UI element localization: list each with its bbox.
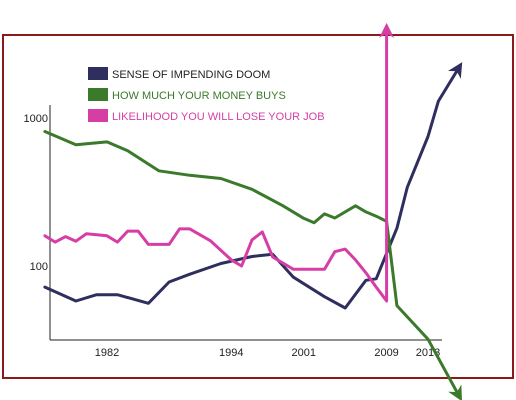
y-tick-label: 1000	[24, 113, 48, 125]
x-tick-label: 2009	[374, 347, 398, 359]
legend-label: HOW MUCH YOUR MONEY BUYS	[112, 90, 286, 102]
legend: SENSE OF IMPENDING DOOM HOW MUCH YOUR MON…	[88, 67, 325, 123]
legend-item-job: LIKELIHOOD YOU WILL LOSE YOUR JOB	[88, 109, 325, 123]
job-series-line	[43, 22, 395, 303]
chart-frame	[2, 34, 514, 379]
legend-label: SENSE OF IMPENDING DOOM	[112, 69, 270, 81]
legend-swatch	[88, 109, 108, 122]
legend-label: LIKELIHOOD YOU WILL LOSE YOUR JOB	[112, 111, 325, 123]
legend-swatch	[88, 88, 108, 101]
money-series-line	[43, 130, 462, 400]
x-tick-label: 2001	[291, 347, 315, 359]
series-layer	[43, 22, 463, 400]
y-tick-labels: 1000 100	[24, 113, 48, 273]
legend-swatch	[88, 67, 108, 80]
y-tick-label: 100	[30, 261, 48, 273]
x-tick-label: 1982	[95, 347, 119, 359]
x-tick-labels: 1982 1994 2001 2009 2013	[95, 347, 440, 359]
legend-item-money: HOW MUCH YOUR MONEY BUYS	[88, 88, 286, 102]
legend-item-doom: SENSE OF IMPENDING DOOM	[88, 67, 270, 81]
doom-series-line	[43, 62, 463, 310]
x-tick-label: 1994	[219, 347, 243, 359]
